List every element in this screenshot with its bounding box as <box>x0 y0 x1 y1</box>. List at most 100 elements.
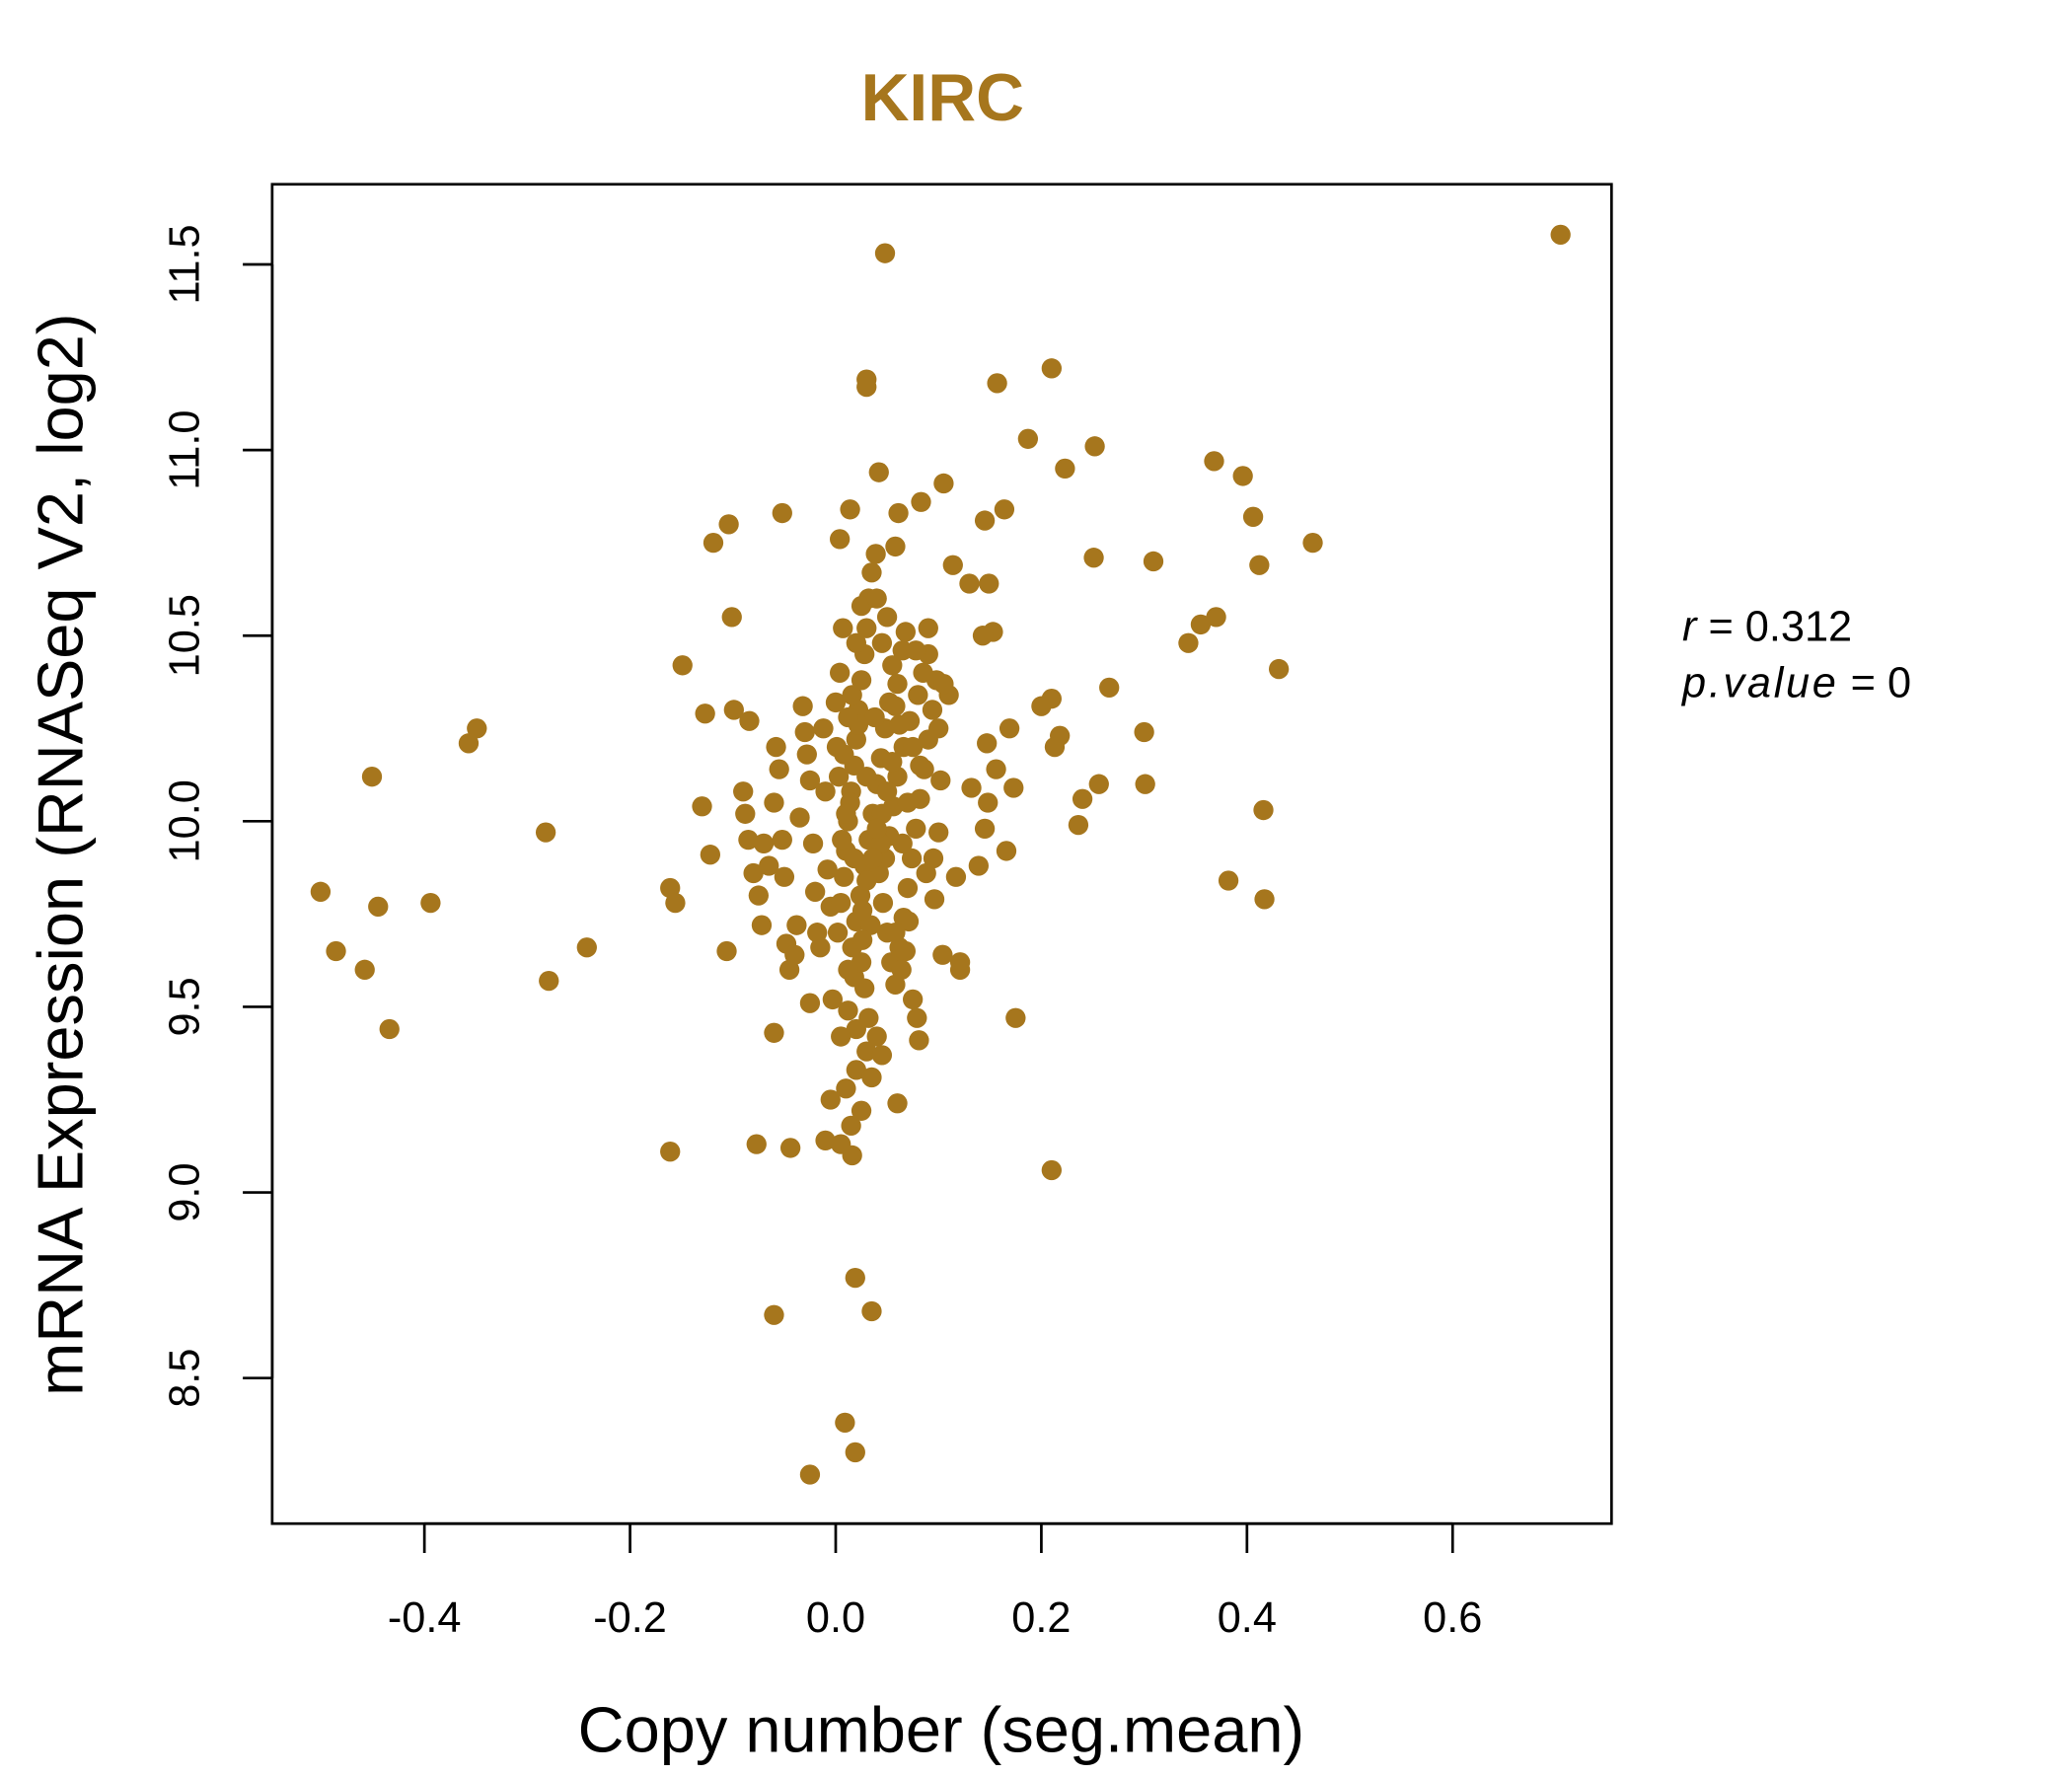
data-point <box>576 937 597 958</box>
data-point <box>703 533 724 554</box>
data-point <box>1550 224 1571 246</box>
data-point <box>841 1115 861 1136</box>
data-point <box>933 473 954 494</box>
correlation-annotation: r = 0.312 <box>1682 604 1852 651</box>
data-point <box>856 376 877 398</box>
data-point <box>846 1060 866 1080</box>
data-point <box>786 915 807 935</box>
data-point <box>903 989 924 1010</box>
data-point <box>1204 451 1224 472</box>
data-point <box>838 1000 858 1021</box>
data-point <box>1242 506 1264 527</box>
data-point <box>994 499 1015 520</box>
data-point <box>1206 607 1226 628</box>
data-point <box>851 595 872 617</box>
data-point <box>833 618 853 638</box>
data-point <box>898 911 920 932</box>
data-point <box>368 896 389 918</box>
data-point <box>1084 436 1105 457</box>
data-point <box>1088 774 1109 794</box>
data-point <box>794 721 815 743</box>
data-point <box>753 833 775 854</box>
x-axis: -0.4 -0.2 0.0 0.2 0.4 0.6 <box>388 1521 1482 1642</box>
data-point <box>909 1030 929 1051</box>
data-point <box>779 1138 801 1158</box>
data-point <box>901 848 923 869</box>
data-point <box>815 781 836 802</box>
data-point <box>769 759 789 779</box>
data-point <box>799 770 821 791</box>
data-point <box>828 767 850 787</box>
x-axis-label: Copy number (seg.mean) <box>578 1694 1304 1766</box>
data-point <box>830 662 851 683</box>
data-point <box>961 777 982 798</box>
data-point <box>836 1078 856 1099</box>
data-point <box>977 733 998 754</box>
data-point <box>923 848 944 869</box>
data-point <box>1083 548 1104 568</box>
data-point <box>764 1022 784 1043</box>
data-point <box>813 718 834 739</box>
data-point <box>856 1041 877 1062</box>
data-point <box>796 744 817 765</box>
data-point <box>804 881 826 902</box>
data-point <box>908 685 928 705</box>
data-point <box>999 718 1020 739</box>
data-point <box>862 848 883 869</box>
data-point <box>802 833 824 854</box>
data-point <box>882 751 903 773</box>
data-point <box>882 655 903 676</box>
p-equals: = <box>1839 659 1887 706</box>
data-point <box>876 781 898 802</box>
data-point <box>856 767 877 787</box>
data-point <box>872 892 894 914</box>
data-point <box>885 536 906 557</box>
data-point <box>871 1045 893 1066</box>
data-point <box>842 685 862 705</box>
y-tick-label: 8.5 <box>161 1349 208 1408</box>
data-point <box>838 706 858 728</box>
data-point <box>887 673 908 695</box>
data-point <box>820 1089 841 1110</box>
data-point <box>1302 533 1323 554</box>
data-point <box>1072 788 1093 809</box>
data-point <box>933 673 954 695</box>
data-point <box>885 696 906 716</box>
data-point <box>1135 774 1155 794</box>
data-point <box>764 1304 784 1325</box>
y-tick-label: 11.0 <box>161 410 208 490</box>
data-point <box>831 1026 851 1047</box>
y-axis: 8.5 9.0 9.5 10.0 10.5 11.0 11.5 <box>161 224 274 1408</box>
data-point <box>718 514 739 535</box>
data-point <box>361 767 383 787</box>
data-point <box>949 959 971 980</box>
data-point <box>924 889 945 910</box>
data-point <box>996 841 1017 861</box>
data-point <box>1218 870 1239 891</box>
data-point <box>354 959 375 980</box>
data-point <box>1017 428 1039 449</box>
data-point <box>846 729 866 750</box>
data-point <box>830 529 851 550</box>
data-point <box>735 803 756 824</box>
data-point <box>907 1007 927 1028</box>
data-point <box>815 1130 836 1151</box>
y-axis-label: mRNA Expression (RNASeq V2, log2) <box>25 313 97 1395</box>
data-point <box>974 818 996 840</box>
data-point <box>895 622 917 642</box>
data-point <box>748 885 769 906</box>
data-point <box>885 923 906 943</box>
data-point <box>876 607 898 628</box>
x-tick-label: 0.4 <box>1218 1594 1277 1642</box>
data-point <box>1041 358 1062 379</box>
data-point <box>922 700 943 720</box>
data-point <box>721 607 742 628</box>
data-point <box>832 829 852 851</box>
data-point <box>856 618 877 638</box>
data-point <box>840 499 860 520</box>
data-point <box>1031 696 1052 716</box>
data-point <box>906 640 926 661</box>
data-point <box>692 796 712 817</box>
data-point <box>945 866 967 887</box>
